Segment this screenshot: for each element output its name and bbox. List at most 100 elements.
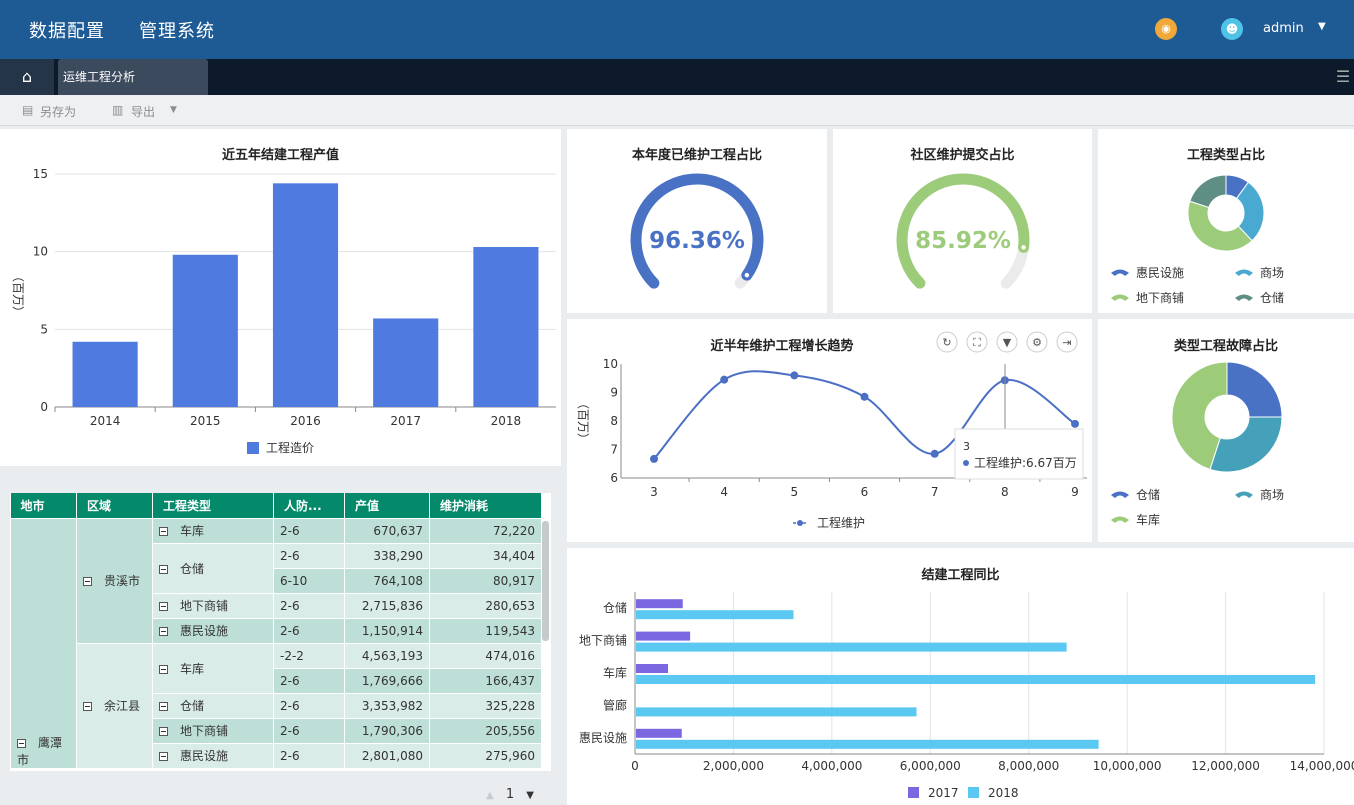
pie-slice [1187,200,1253,252]
legend-swatch [1235,294,1253,301]
collapse-icon[interactable] [159,564,168,574]
column-header[interactable]: 人防... [273,493,345,518]
save-icon[interactable]: ▤ [22,103,34,117]
bell-icon[interactable]: ◉ [1155,18,1177,40]
gear-icon[interactable] [1026,331,1048,353]
x-tick-label: 8,000,000 [998,759,1059,773]
bar-chart-panel: 近五年结建工程产值 0 5 10 15 （百万） 2014 2015 2016 2017 2018… [0,129,561,466]
export-icon[interactable]: ▥ [112,103,124,117]
table-row[interactable]: 惠民设施 2-6 2,801,080 275,960 [11,742,542,769]
x-tick-label: 2017 [390,414,421,428]
x-tick-label: 2,000,000 [703,759,764,773]
table-row[interactable]: 仓储 2-6 338,290 34,404 [11,542,542,594]
bar-chart: 0 5 10 15 （百万） 2014 2015 2016 2017 2018 工程造价 [11,167,556,455]
district-cell: 贵溪市 [104,574,141,588]
level-cell: 2-6 [273,717,345,744]
column-header[interactable]: 工程类型 [152,493,274,518]
column-header[interactable]: 产值 [344,493,430,518]
gear-icon-glyph[interactable]: ⚙ [1032,336,1042,349]
filter-icon-glyph[interactable]: ▼ [1003,336,1012,349]
collapse-icon[interactable] [159,664,168,674]
fullscreen-icon-glyph[interactable]: ⛶ [973,336,981,349]
gauge-fill [896,173,1030,289]
legend-swatch [1111,491,1129,498]
collapse-icon[interactable] [159,627,168,636]
export-icon[interactable] [1056,331,1078,353]
legend-swatch [968,787,979,798]
legend-label: 2017 [928,786,959,800]
x-tick-label: 8 [1001,485,1009,499]
district-cell: 余江县 [104,699,141,713]
save-as-button[interactable]: 另存为 [40,105,77,119]
table-row[interactable]: 余江县 车库 -2-2 4,563,193 474,016 [11,642,542,769]
line-chart-title: 近半年维护工程增长趋势 [710,339,854,354]
x-tick-label: 2014 [90,414,121,428]
legend-swatch [1235,491,1253,498]
x-tick-label: 6,000,000 [900,759,961,773]
page-down-icon[interactable]: ▼ [526,790,534,801]
cost-cell: 72,220 [429,517,542,544]
collapse-icon[interactable] [83,702,92,711]
legend-swatch [1111,269,1129,276]
chevron-down-icon[interactable]: ▼ [1318,21,1326,32]
table-row[interactable]: 6-10 764,108 80,917 [11,567,542,594]
table-row[interactable]: 惠民设施 2-6 1,150,914 119,543 [11,617,542,644]
column-header[interactable]: 维护消耗 [429,493,542,518]
chevron-down-icon[interactable]: ▼ [170,105,177,115]
cost-cell: 80,917 [429,567,542,594]
gauge1-title: 本年度已维护工程占比 [631,148,762,163]
collapse-icon[interactable] [159,752,168,761]
collapse-icon[interactable] [159,527,168,536]
type-group: 惠民设施 [152,742,274,769]
gauge-1: 96.36% [630,173,764,289]
column-header[interactable]: 地市 [10,493,77,518]
level-cell: 2-6 [273,517,345,544]
legend-swatch [1235,269,1253,276]
legend-label: 仓储 [1136,487,1160,502]
table-row[interactable]: 2-6 1,769,666 166,437 [11,667,542,694]
filter-icon[interactable] [996,331,1018,353]
collapse-icon[interactable] [83,577,92,586]
value-cell: 2,801,080 [344,742,430,769]
y-tick-label: 地下商铺 [579,633,627,648]
legend-label: 工程造价 [266,440,314,455]
hbar-chart: 0 2,000,000 4,000,000 6,000,000 8,000,000 10,… [579,592,1354,800]
type-group: 地下商铺 [152,717,274,744]
type-group: 车库 [152,642,274,694]
pager: ▲ 1 ▼ [486,787,534,802]
page-number: 1 [505,787,515,802]
tab-active[interactable]: 运维工程分析 [58,59,208,95]
collapse-icon[interactable] [17,738,26,748]
user-avatar-icon[interactable]: ☻ [1221,18,1243,40]
y-tick-label: 8 [610,414,618,428]
column-header[interactable]: 区域 [76,493,153,518]
x-tick-label: 14,000,000 [1290,759,1354,773]
table-row[interactable]: 鹰潭市 贵溪市 车库 2-6 670,637 72,220 [10,517,542,769]
page-up-icon[interactable]: ▲ [486,790,494,801]
export-icon-glyph[interactable]: ⇥ [1062,336,1071,349]
bar [636,631,691,641]
type-group: 惠民设施 [152,617,274,644]
table-scrollbar[interactable] [542,521,549,641]
bar [72,341,138,407]
data-point [720,375,729,384]
table-row[interactable]: 地下商铺 2-6 2,715,836 280,653 [11,592,542,619]
city-cell: 鹰潭市 [17,735,63,767]
collapse-icon[interactable] [159,702,168,711]
home-icon[interactable]: ⌂ [0,59,54,95]
user-name[interactable]: admin [1263,21,1304,36]
cost-cell: 275,960 [429,742,542,769]
table-row[interactable]: 仓储 2-6 3,353,982 325,228 [11,692,542,719]
refresh-icon[interactable] [936,331,958,353]
value-cell: 4,563,193 [344,642,430,669]
hamburger-menu-icon[interactable]: ☰ [1335,67,1351,86]
fullscreen-icon[interactable] [966,331,988,353]
type-cell: 车库 [180,661,205,676]
bar [636,599,683,609]
collapse-icon[interactable] [159,727,168,736]
refresh-icon-glyph[interactable]: ↻ [942,336,951,349]
export-button[interactable]: 导出 [131,105,156,119]
collapse-icon[interactable] [159,602,168,611]
pie-slice [1189,174,1227,209]
level-cell: 2-6 [273,667,345,694]
